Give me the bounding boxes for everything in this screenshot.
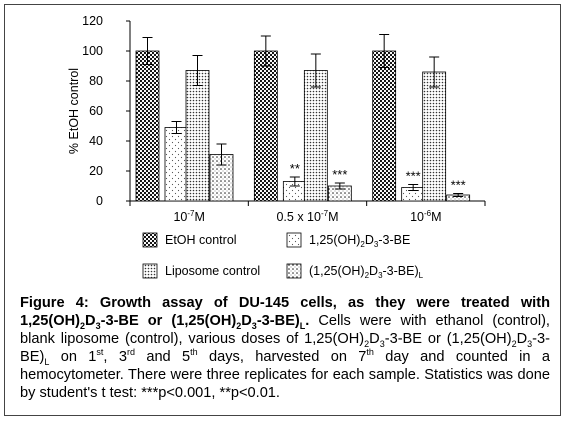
bar-0-1	[253, 50, 278, 202]
significance-label: **	[290, 161, 300, 176]
significance-label: ***	[451, 178, 466, 193]
bar-2-2	[422, 71, 447, 202]
bar-1-0	[164, 127, 189, 202]
legend-swatch-0	[142, 232, 158, 248]
figure-caption: Figure 4: Growth assay of DU-145 cells, …	[20, 294, 550, 402]
legend-swatch-3	[286, 263, 302, 279]
y-tick-label: 60	[89, 104, 103, 118]
y-axis-label: % EtOH control	[67, 68, 81, 154]
chart-bars: ** *********	[135, 34, 471, 202]
legend-swatch-1	[286, 232, 302, 248]
legend-swatch-2	[142, 263, 158, 279]
bar-2-0	[185, 70, 210, 202]
x-tick-label: 0.5 x 10-7M	[276, 209, 338, 224]
y-tick-label: 100	[82, 44, 103, 58]
bar-2-1	[303, 70, 328, 202]
legend-label-1: 1,25(OH)2D3-3-BE	[309, 233, 410, 249]
chart-legend: EtOH control 1,25(OH)2D3-3-BE Liposome con…	[142, 232, 424, 280]
y-tick-label: 0	[96, 194, 103, 208]
x-tick-label: 10-6M	[410, 209, 441, 224]
figure-frame	[4, 4, 561, 416]
legend-label-2: Liposome control	[165, 264, 260, 278]
y-tick-label: 20	[89, 164, 103, 178]
y-tick-label: 120	[82, 14, 103, 28]
significance-label: ***	[332, 167, 347, 182]
y-tick-label: 80	[89, 74, 103, 88]
legend-label-0: EtOH control	[165, 233, 237, 247]
caption-body: Cells were with ethanol (control), blank…	[20, 313, 550, 401]
significance-label: ***	[406, 169, 421, 184]
legend-label-3: (1,25(OH)2D3-3-BE)L	[309, 264, 424, 280]
bar-chart: 0 20 40 60 80 100 120 % EtOH control 10-7M 0.5 x …	[67, 14, 486, 280]
bar-0-2	[372, 50, 397, 202]
y-tick-label: 40	[89, 134, 103, 148]
x-tick-label: 10-7M	[173, 209, 204, 224]
bar-0-0	[135, 50, 160, 202]
caption-lead: Figure 4: Growth assay of DU-145 cells, …	[20, 295, 550, 331]
